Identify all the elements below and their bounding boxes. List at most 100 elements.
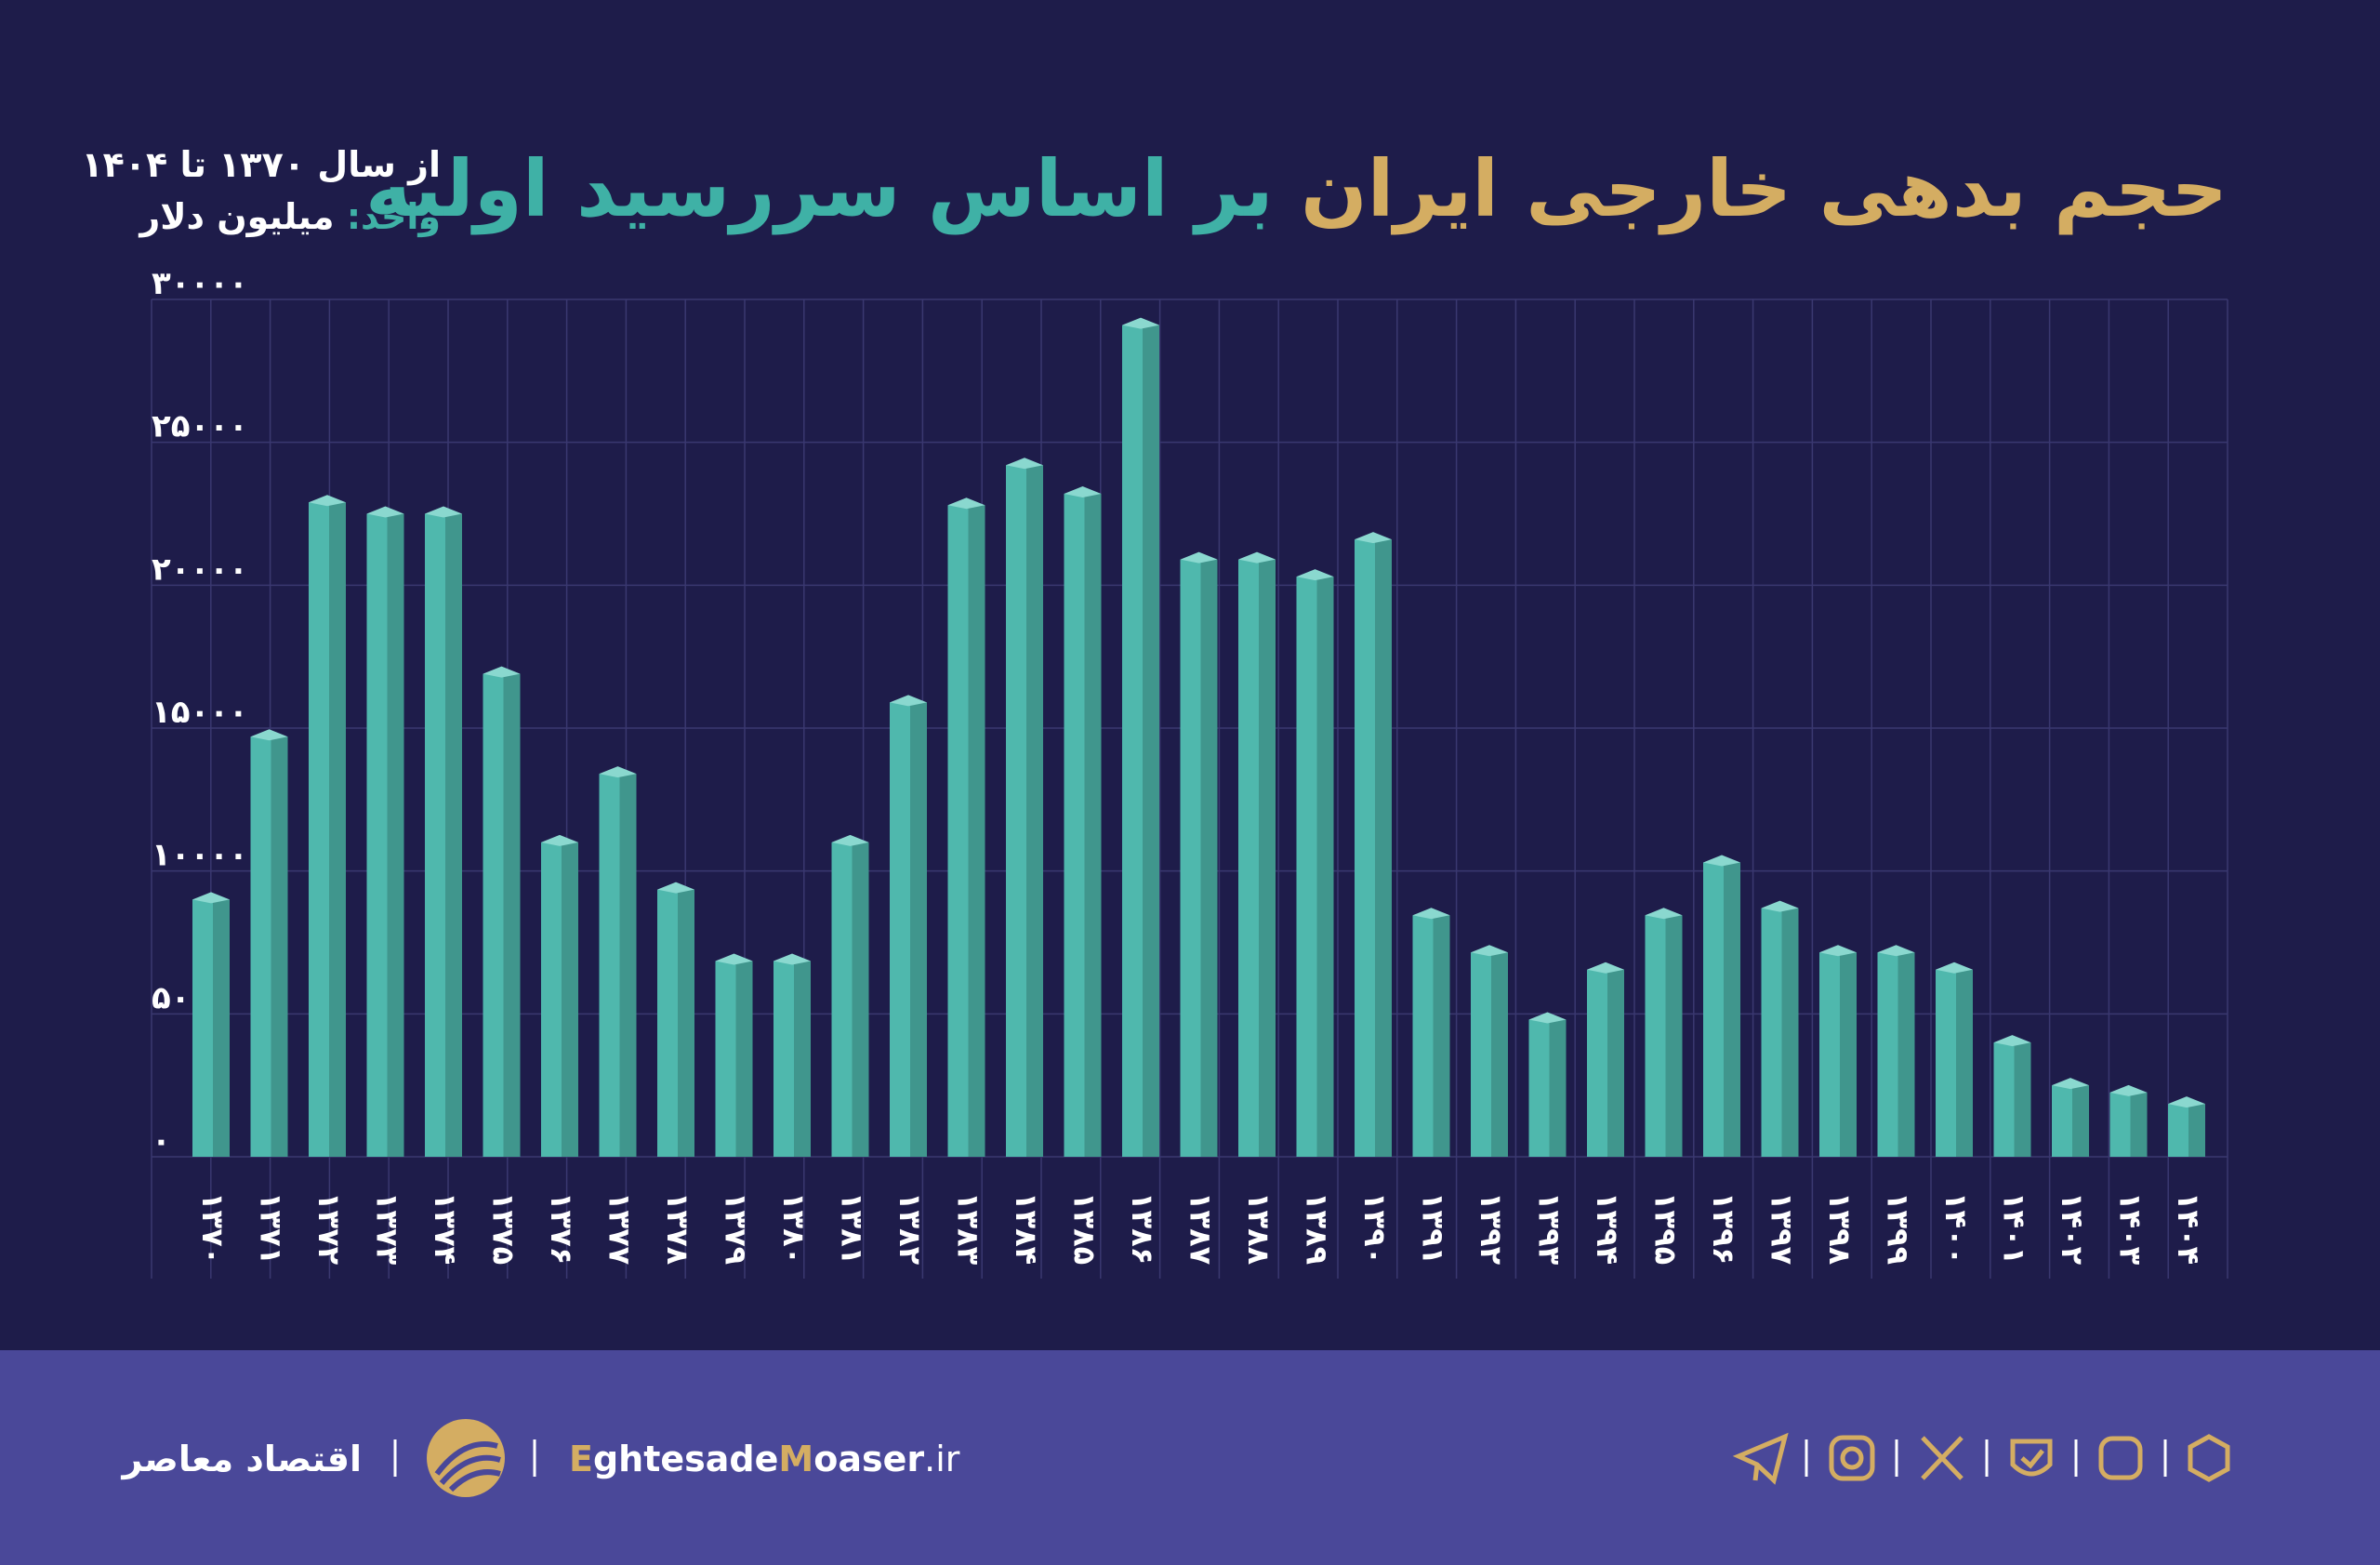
bar: [250, 736, 288, 1157]
x-tick-label: ۱۳۷۶: [544, 1192, 579, 1265]
x-tick-label: ۱۳۸۱: [835, 1192, 870, 1265]
bar-group: [1587, 962, 1624, 1157]
bar-side: [619, 774, 637, 1157]
bar-cap: [1761, 900, 1799, 912]
bar-group: [2109, 1084, 2148, 1157]
bar-side: [271, 736, 288, 1157]
site-part: E: [569, 1439, 593, 1479]
bar-side: [1724, 862, 1740, 1157]
bar: [2109, 1092, 2148, 1157]
bar-group: [1180, 551, 1218, 1157]
x-tick-label: ۱۳۷۱: [254, 1192, 289, 1265]
x-tick-label: ۱۳۹۰: [1357, 1192, 1393, 1265]
bar-cap: [250, 729, 288, 741]
bar-side: [1956, 969, 1973, 1157]
bar-cap: [2109, 1084, 2148, 1096]
bar-side: [1781, 908, 1799, 1157]
bar-cap: [1122, 317, 1159, 329]
rubika-icon[interactable]: [2188, 1434, 2230, 1482]
x-tick-label: ۱۳۸۰: [776, 1192, 812, 1265]
bar-side: [445, 513, 462, 1157]
x-tick-label: ۱۳۷۹: [719, 1192, 754, 1265]
bar-side: [2130, 1092, 2148, 1157]
instagram-lens: [1840, 1446, 1864, 1470]
bar-cap: [1936, 962, 1973, 974]
x-icon[interactable]: [1921, 1436, 1964, 1480]
bar-cap: [831, 834, 869, 846]
bar-group: [1993, 1035, 2031, 1157]
x-tick-label: ۱۳۹۸: [1822, 1192, 1858, 1266]
bar: [831, 842, 869, 1157]
logo-stripes: [434, 1441, 501, 1492]
x-tick-label: ۱۳۷۳: [370, 1192, 405, 1266]
x-tick-label: ۱۳۸۳: [951, 1192, 986, 1266]
bar-cap: [1587, 962, 1624, 974]
bar: [1412, 915, 1450, 1157]
bar-cap: [1645, 908, 1683, 920]
bar-cap: [1180, 551, 1218, 564]
bar: [1703, 862, 1740, 1157]
footer: [0, 1350, 2380, 1565]
bar-group: [250, 729, 288, 1157]
bar-side: [1316, 577, 1334, 1157]
bar-cap: [1993, 1035, 2031, 1047]
bar-side: [678, 889, 694, 1157]
bar-group: [192, 892, 230, 1157]
bar-side: [1259, 559, 1276, 1157]
bar-side: [1840, 952, 1857, 1157]
bar: [1180, 559, 1218, 1157]
bar-side: [735, 961, 753, 1157]
bar-side: [1549, 1019, 1567, 1157]
bar-side: [910, 702, 927, 1157]
footer-brand: اقتصاد معاصر: [121, 1439, 362, 1479]
unit-label: واحد:: [347, 196, 441, 238]
bar-group: [1703, 855, 1740, 1157]
bar-group: [715, 953, 753, 1157]
bar-group: [831, 834, 869, 1157]
bar-group: [1819, 945, 1857, 1157]
bar-cap: [366, 506, 404, 518]
bar: [425, 513, 462, 1157]
y-tick-label: ۵۰: [152, 979, 191, 1016]
bar-side: [503, 673, 521, 1157]
bar: [1936, 969, 1973, 1157]
bar: [2052, 1085, 2089, 1157]
bar-cap: [2052, 1078, 2089, 1090]
bar-group: [599, 766, 637, 1157]
x-tick-label: ۱۳۷۰: [195, 1192, 231, 1265]
bar: [2168, 1104, 2205, 1157]
instagram-icon[interactable]: [1829, 1435, 1875, 1481]
x-tick-label: ۱۳۸۵: [1067, 1192, 1103, 1265]
x-tick-label: ۱۳۹۲: [1474, 1192, 1509, 1266]
bar: [1471, 952, 1508, 1157]
bar-group: [1936, 962, 1973, 1157]
plot: ۰ ۵۰ ۱۰۰۰۰ ۱۵۰۰۰ ۲۰۰۰۰ ۲۵۰۰۰ ۳۰۰۰۰ ۱۳۷۰ ۱۳۷۱ ۱۳۷۲…: [151, 265, 2228, 1279]
x-tick-label: ۱۳۷۸: [660, 1192, 695, 1266]
x-tick-label: ۱۳۹۴: [1590, 1192, 1625, 1265]
social-icons: [1732, 1432, 2230, 1485]
x-tick-label: ۱۳۸۲: [892, 1192, 928, 1266]
x-tick-label: ۱۳۷۲: [311, 1192, 347, 1266]
bar-side: [968, 505, 985, 1157]
x-tick-label: ۱۳۸۷: [1183, 1192, 1219, 1266]
bar: [1355, 539, 1392, 1157]
bar: [1761, 908, 1799, 1157]
eitaa-icon[interactable]: [2098, 1436, 2143, 1480]
bar-cap: [309, 495, 346, 507]
bar-cap: [1296, 569, 1334, 581]
bar: [657, 889, 694, 1157]
bar-cap: [774, 953, 811, 965]
bar-group: [657, 882, 694, 1157]
bar-group: [1064, 485, 1102, 1157]
bar: [1528, 1019, 1567, 1157]
telegram-icon[interactable]: [1732, 1432, 1789, 1485]
bar: [1238, 559, 1276, 1157]
bale-icon[interactable]: [2010, 1439, 2053, 1477]
bar-side: [794, 961, 811, 1157]
bar: [309, 502, 346, 1157]
bar-side: [1665, 915, 1683, 1157]
bar-cap: [1877, 945, 1915, 957]
bar-cap: [2168, 1096, 2205, 1108]
bar-group: [309, 495, 346, 1157]
y-tick-label: ۲۵۰۰۰: [152, 408, 248, 445]
